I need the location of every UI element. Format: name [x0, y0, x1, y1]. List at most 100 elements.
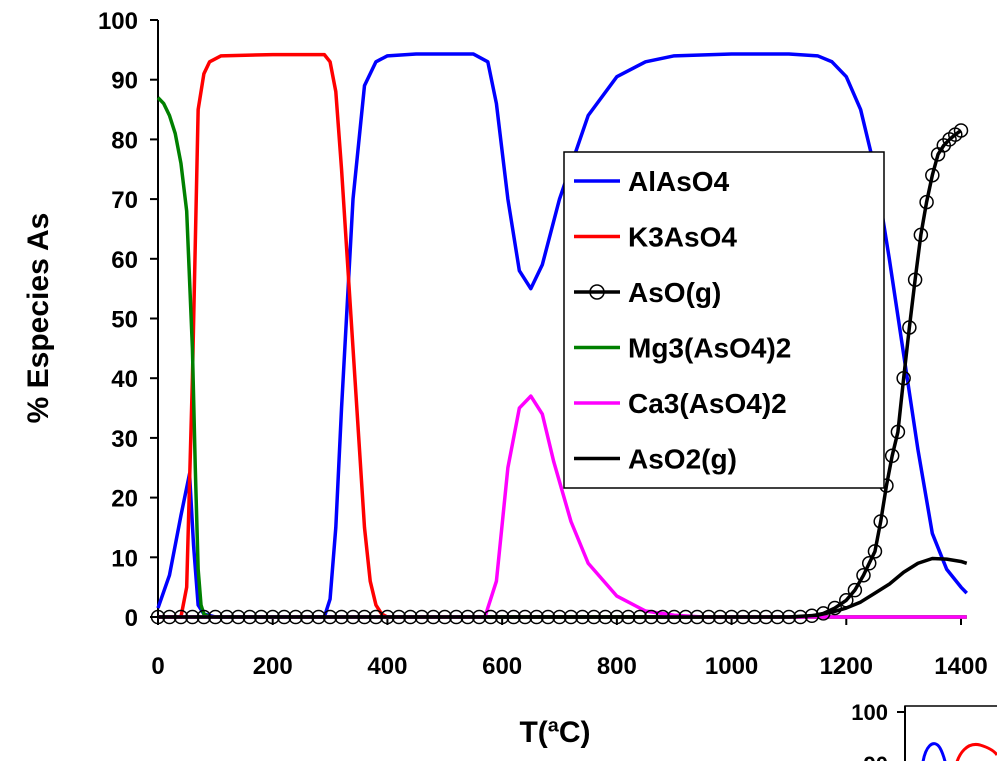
series-point — [162, 609, 177, 625]
series-point — [391, 609, 407, 625]
legend: AlAsO4 K3AsO4 AsO(g) Mg3(AsO4)2 Ca3(AsO4)2 As… — [563, 151, 885, 489]
inset-blue-series — [921, 742, 947, 761]
legend-label: Ca3(AsO4)2 — [628, 388, 787, 419]
series-point — [689, 609, 705, 625]
x-tick-label: 600 — [482, 653, 522, 680]
series-point — [414, 609, 430, 625]
legend-box — [563, 151, 885, 489]
series-point — [781, 609, 797, 625]
inset-tick-label-100: 100 — [851, 700, 888, 725]
legend-marker — [589, 284, 605, 300]
series-point — [896, 370, 911, 386]
series-point — [793, 609, 808, 625]
x-tick-label: 200 — [253, 653, 293, 680]
series-point — [380, 609, 395, 625]
series-point — [185, 609, 200, 625]
series-point — [276, 609, 292, 625]
series-point — [529, 609, 544, 625]
series-point — [288, 609, 303, 625]
x-tick-label: 400 — [367, 653, 407, 680]
series-point — [847, 582, 863, 598]
series-point — [540, 609, 556, 625]
series-point — [196, 609, 212, 625]
series-point — [231, 609, 246, 625]
series-line-3 — [156, 96, 967, 619]
series-point — [902, 320, 917, 335]
series-point — [907, 272, 923, 287]
series-point — [884, 448, 900, 464]
legend-label: AsO2(g) — [628, 444, 737, 475]
y-tick-label: 0 — [125, 605, 138, 632]
series-point — [460, 609, 475, 625]
series-point — [953, 123, 969, 138]
series-point — [437, 609, 453, 625]
series-point — [856, 567, 871, 583]
series-point — [666, 609, 682, 625]
y-tick-label: 80 — [111, 127, 138, 154]
series-point — [609, 609, 625, 625]
legend-label: K3AsO4 — [628, 222, 737, 253]
series-point — [517, 609, 533, 625]
series-point — [827, 600, 843, 616]
y-tick-label: 90 — [111, 68, 138, 95]
series-point — [925, 167, 940, 183]
inset-red-series — [955, 742, 997, 761]
x-axis-title: T(ªC) — [519, 716, 590, 749]
series-point — [403, 609, 418, 625]
series-point — [724, 609, 739, 625]
series-line-5 — [158, 556, 968, 619]
series-point — [655, 609, 670, 625]
series-point — [839, 593, 854, 608]
series-point — [712, 609, 728, 625]
x-tick-label: 1200 — [820, 653, 873, 680]
inset-plot-frame — [904, 705, 997, 761]
y-axis-title: % Especies As — [22, 213, 55, 424]
series-point — [586, 609, 602, 625]
series-point — [242, 609, 258, 625]
y-tick-label: 40 — [111, 366, 138, 393]
inset-tick-label-90: 90 — [864, 752, 888, 761]
series-point — [494, 609, 510, 625]
series-point — [253, 609, 269, 625]
series-point — [150, 609, 166, 625]
series-point — [471, 609, 487, 625]
y-tick-label: 30 — [111, 426, 138, 453]
y-tick-label: 20 — [111, 486, 138, 513]
series-point — [913, 227, 929, 243]
series-point — [701, 609, 716, 625]
series-point — [735, 609, 751, 625]
series-point — [747, 609, 762, 625]
series-point — [368, 609, 384, 625]
series-point — [644, 609, 659, 625]
marker-layer — [150, 123, 969, 625]
inset-chart: 100 90 — [851, 700, 997, 761]
series-point — [890, 424, 906, 440]
series-point — [506, 609, 521, 625]
series-point — [563, 609, 579, 625]
series-point — [299, 609, 315, 625]
series-point — [816, 606, 831, 621]
y-tick-label: 50 — [111, 307, 138, 334]
series-point — [345, 609, 361, 625]
x-tick-label: 0 — [151, 653, 164, 680]
series-point — [173, 609, 189, 625]
y-tick-label: 70 — [111, 187, 138, 214]
series-point — [219, 609, 235, 625]
x-tick-label: 1400 — [934, 653, 987, 680]
series-point — [804, 608, 820, 624]
series-point — [483, 609, 498, 625]
series-point — [322, 609, 338, 625]
y-tick-label: 60 — [111, 247, 138, 274]
legend-label: AsO(g) — [628, 277, 721, 308]
series-point — [552, 609, 567, 625]
series-point — [632, 609, 648, 625]
series-point — [861, 556, 877, 571]
series-point — [598, 609, 613, 625]
series-line-1 — [158, 52, 967, 619]
series-point — [678, 609, 693, 625]
series-point — [919, 194, 934, 210]
y-tick-label: 10 — [111, 545, 138, 572]
series-point — [311, 609, 326, 625]
series-point — [449, 609, 464, 625]
